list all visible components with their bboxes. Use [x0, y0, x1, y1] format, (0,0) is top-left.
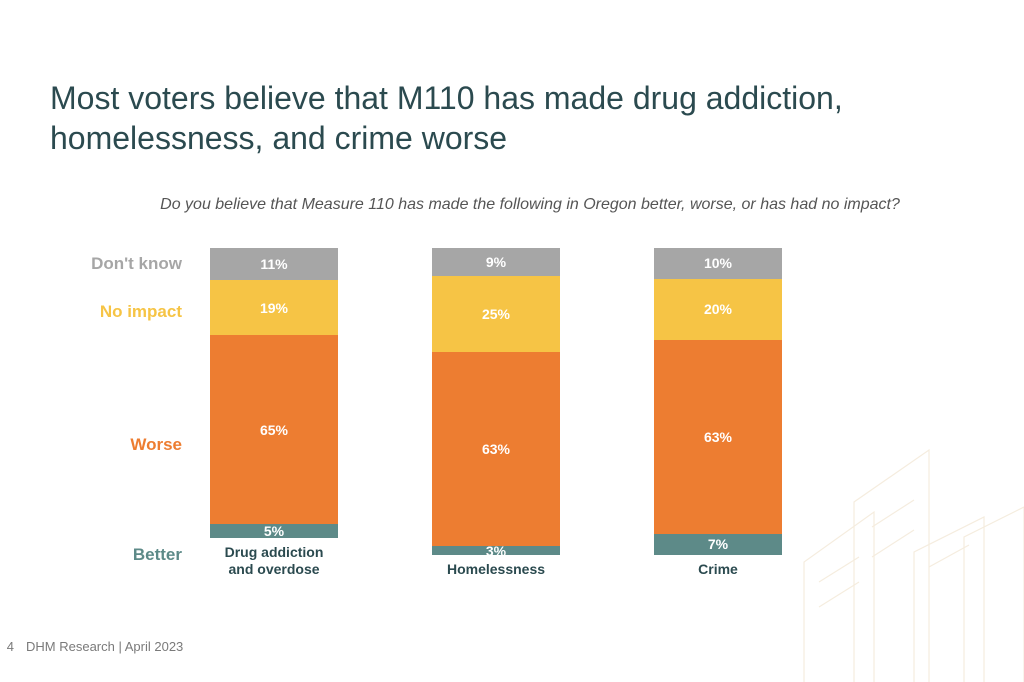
stacked-bar-chart: BetterWorseNo impactDon't know 5%65%19%1…: [0, 248, 1024, 588]
bar-category-label: Drug addictionand overdose: [225, 544, 324, 578]
stacked-bar: 7%63%20%10%: [654, 248, 782, 555]
bar-column: 3%63%25%9% Homelessness: [432, 248, 560, 578]
bar-segment-dont-know: 9%: [432, 248, 560, 276]
survey-question: Do you believe that Measure 110 has made…: [100, 196, 960, 214]
bar-column: 5%65%19%11% Drug addictionand overdose: [210, 248, 338, 578]
legend-label-worse: Worse: [2, 435, 182, 455]
bar-column: 7%63%20%10% Crime: [654, 248, 782, 578]
stacked-bar: 3%63%25%9%: [432, 248, 560, 555]
bar-segment-better: 3%: [432, 546, 560, 555]
legend-label-dont-know: Don't know: [2, 254, 182, 274]
stacked-bar: 5%65%19%11%: [210, 248, 338, 538]
chart-bars: 5%65%19%11%Drug addictionand overdose3%6…: [210, 248, 960, 578]
legend-label-no-impact: No impact: [2, 302, 182, 322]
slide-title: Most voters believe that M110 has made d…: [50, 78, 950, 158]
page-number: 4: [0, 639, 14, 654]
bar-segment-better: 7%: [654, 534, 782, 556]
bar-segment-worse: 63%: [432, 352, 560, 546]
bar-segment-no-impact: 25%: [432, 276, 560, 353]
legend-label-better: Better: [2, 545, 182, 565]
bar-segment-dont-know: 11%: [210, 248, 338, 280]
bar-segment-no-impact: 20%: [654, 279, 782, 340]
bar-segment-worse: 65%: [210, 335, 338, 524]
bar-segment-no-impact: 19%: [210, 280, 338, 335]
bar-category-label: Crime: [698, 561, 738, 578]
footer-source: DHM Research | April 2023: [26, 639, 183, 654]
slide-footer: 4 DHM Research | April 2023: [0, 639, 183, 654]
bar-segment-worse: 63%: [654, 340, 782, 534]
bar-segment-dont-know: 10%: [654, 248, 782, 279]
bar-category-label: Homelessness: [447, 561, 545, 578]
chart-legend: Better Worse No impact Don't know: [0, 248, 200, 578]
bar-segment-better: 5%: [210, 524, 338, 539]
